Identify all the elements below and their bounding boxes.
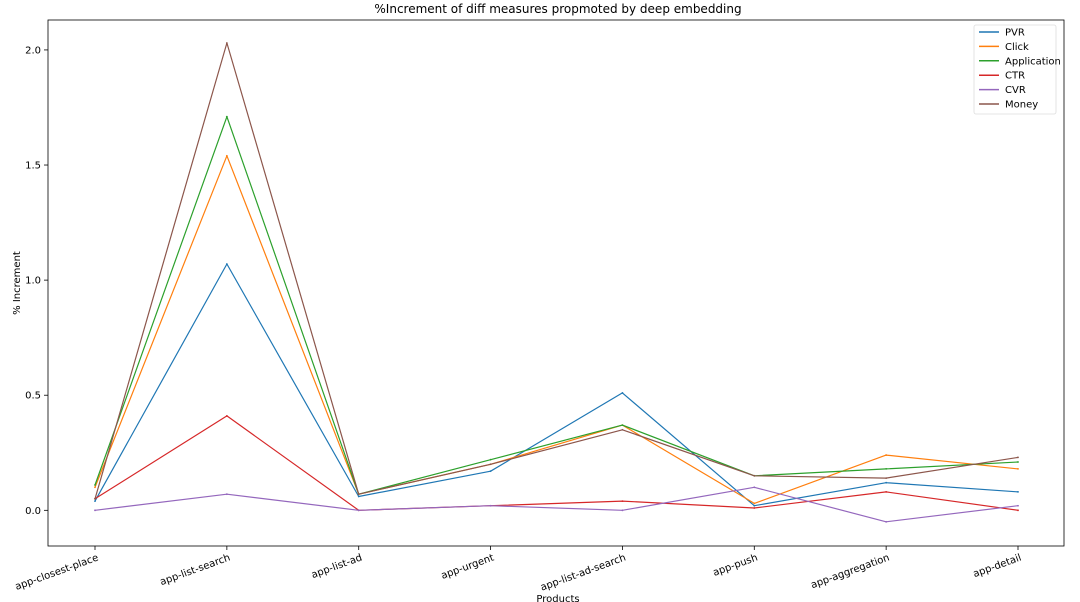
data-point-click	[94, 486, 96, 489]
data-point-ctr	[1017, 509, 1019, 512]
data-point-ctr	[753, 507, 756, 509]
data-point-application	[1017, 461, 1019, 463]
data-point-cvr	[94, 509, 96, 512]
data-point-click	[885, 454, 888, 456]
data-point-application	[885, 467, 888, 470]
y-tick-label: 0.0	[25, 506, 41, 517]
legend-label-money: Money	[1005, 100, 1038, 111]
data-point-money	[753, 474, 756, 477]
data-point-money	[885, 477, 888, 479]
legend-label-ctr: CTR	[1005, 71, 1025, 82]
y-axis-ticks: 0.0 0.5 1.0 1.5 2.0	[25, 45, 48, 517]
y-axis-label: % Increment	[12, 251, 23, 315]
data-point-money	[94, 497, 96, 500]
data-point-pvr	[225, 263, 228, 265]
data-point-application	[94, 484, 96, 486]
legend: PVR Click Application CTR CVR Money	[973, 24, 1061, 115]
legend-label-pvr: PVR	[1005, 28, 1025, 39]
data-point-ctr	[225, 415, 228, 417]
data-point-money	[225, 42, 228, 44]
data-point-cvr	[753, 486, 756, 489]
legend-box	[973, 24, 1057, 115]
data-point-money	[357, 493, 360, 496]
data-point-pvr	[621, 392, 624, 394]
data-point-ctr	[621, 500, 624, 503]
data-point-cvr	[225, 493, 228, 496]
data-point-cvr	[489, 504, 492, 507]
x-axis-label: Products	[536, 594, 579, 602]
y-tick-label: 1.5	[25, 161, 41, 172]
series-line-money	[94, 42, 1019, 499]
chart-title: %Increment of diff measures propmoted by…	[374, 2, 741, 16]
data-point-click	[225, 154, 228, 157]
series-line-ctr	[94, 415, 1019, 511]
series-layer	[94, 42, 1019, 523]
data-point-application	[621, 424, 624, 427]
series-line-click	[94, 155, 1019, 504]
data-point-click	[1017, 467, 1019, 470]
data-point-application	[225, 115, 228, 118]
plot-area	[47, 19, 1065, 547]
data-point-cvr	[885, 520, 888, 523]
data-point-pvr	[94, 500, 96, 503]
y-tick-label: 2.0	[25, 45, 41, 56]
data-point-money	[1017, 456, 1019, 459]
legend-label-cvr: CVR	[1005, 85, 1026, 96]
series-line-application	[94, 116, 1019, 495]
data-point-click	[753, 502, 756, 505]
data-point-pvr	[885, 481, 888, 484]
data-point-application	[489, 458, 492, 461]
legend-label-application: Application	[1005, 56, 1061, 67]
data-point-ctr	[885, 491, 888, 493]
data-point-pvr	[489, 470, 492, 473]
data-point-cvr	[357, 509, 360, 512]
series-line-cvr	[94, 486, 1019, 523]
data-point-pvr	[1017, 491, 1019, 493]
data-point-cvr	[1017, 504, 1019, 507]
data-point-pvr	[753, 504, 756, 507]
legend-label-click: Click	[1005, 42, 1029, 53]
data-point-money	[489, 463, 492, 466]
y-tick-label: 1.0	[25, 276, 41, 287]
data-point-cvr	[621, 509, 624, 512]
y-tick-label: 0.5	[25, 391, 41, 402]
series-line-pvr	[94, 263, 1019, 507]
data-point-money	[621, 428, 624, 431]
data-point-pvr	[357, 495, 360, 498]
